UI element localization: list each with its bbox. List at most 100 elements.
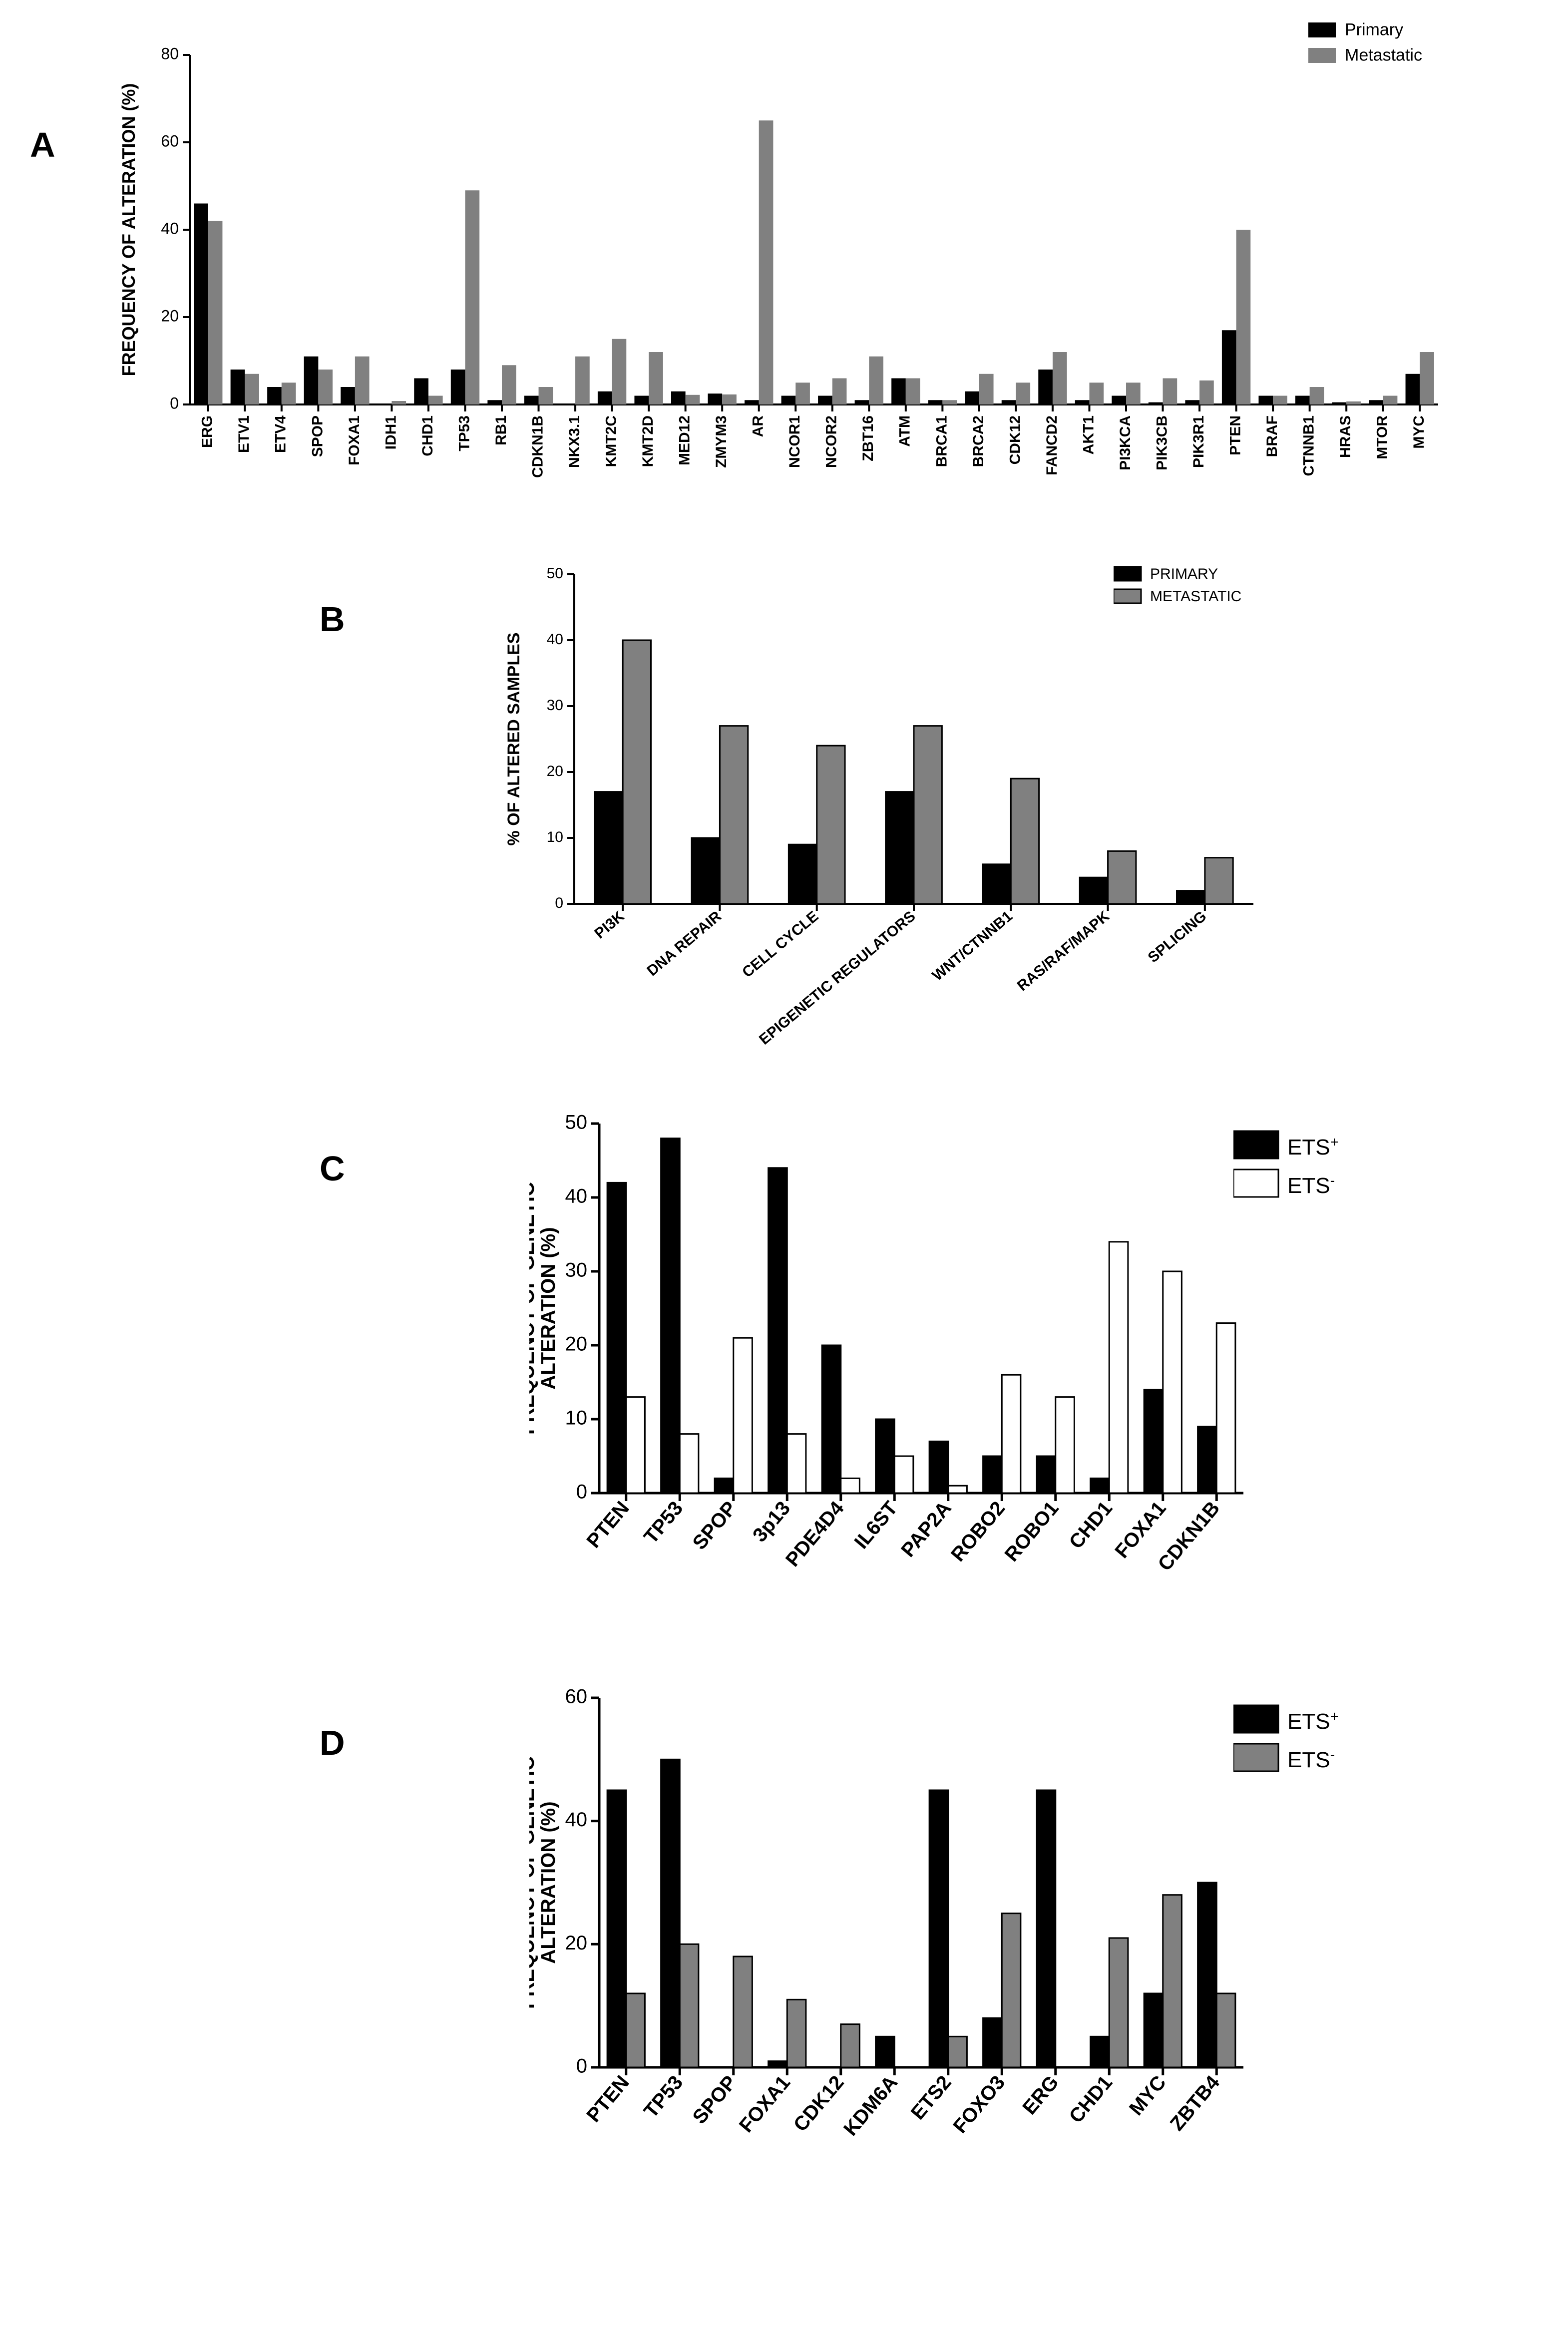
legend-d: ETS+ETS- [1233, 1703, 1493, 1785]
svg-text:PI3KCA: PI3KCA [1117, 415, 1134, 470]
svg-text:MYC: MYC [1125, 2071, 1171, 2119]
panel-label-a: A [30, 125, 55, 165]
svg-text:FREQUENCY OF GENETICALTERATION: FREQUENCY OF GENETICALTERATION (%) [529, 1756, 559, 2009]
svg-text:30: 30 [547, 697, 563, 714]
svg-text:NCOR2: NCOR2 [823, 415, 840, 468]
svg-text:50: 50 [547, 565, 563, 582]
svg-text:NCOR1: NCOR1 [786, 415, 803, 468]
svg-text:RB1: RB1 [493, 415, 509, 445]
svg-text:20: 20 [161, 307, 179, 325]
svg-text:0: 0 [576, 2055, 587, 2077]
svg-text:HRAS: HRAS [1337, 415, 1354, 458]
legend-c: ETS+ ETS- [1233, 1129, 1493, 1210]
svg-text:FOXA1: FOXA1 [735, 2071, 794, 2136]
svg-text:ERG: ERG [199, 415, 216, 448]
svg-text:40: 40 [565, 1185, 588, 1207]
svg-text:RAS/RAF/MAPK: RAS/RAF/MAPK [1014, 908, 1113, 994]
svg-text:ETS2: ETS2 [907, 2071, 956, 2124]
svg-text:10: 10 [547, 829, 563, 845]
svg-text:0: 0 [170, 394, 179, 412]
svg-text:MYC: MYC [1411, 415, 1427, 449]
svg-text:CHD1: CHD1 [1065, 1497, 1117, 1553]
chart-d: 0 20 40 60 FREQUENCY OF GENETICALTERATION (%… [529, 1688, 1253, 2217]
svg-text:ROBO1: ROBO1 [1001, 1497, 1063, 1565]
svg-text:NKX3.1: NKX3.1 [566, 415, 583, 468]
svg-text:AR: AR [750, 415, 767, 437]
svg-text:PI3K: PI3K [591, 908, 628, 942]
svg-text:KDM6A: KDM6A [839, 2071, 902, 2140]
svg-text:MED12: MED12 [677, 415, 693, 465]
svg-text:3p13: 3p13 [749, 1497, 794, 1546]
svg-text:PRIMARY: PRIMARY [1150, 566, 1218, 582]
svg-text:20: 20 [565, 1333, 588, 1355]
svg-text:10: 10 [565, 1407, 588, 1429]
svg-text:ETS+: ETS+ [1287, 1134, 1339, 1159]
svg-text:SPOP: SPOP [689, 2071, 741, 2128]
svg-text:50: 50 [565, 1114, 588, 1134]
panel-label-d: D [320, 1723, 345, 1763]
svg-text:SPLICING: SPLICING [1145, 908, 1210, 966]
svg-text:WNT/CTNNB1: WNT/CTNNB1 [929, 908, 1016, 984]
svg-text:80: 80 [161, 45, 179, 62]
svg-text:IL6ST: IL6ST [850, 1497, 902, 1553]
svg-text:0: 0 [576, 1481, 587, 1503]
svg-text:20: 20 [547, 763, 563, 779]
svg-text:TP53: TP53 [456, 415, 472, 451]
svg-text:40: 40 [161, 219, 179, 237]
svg-text:40: 40 [565, 1809, 588, 1831]
svg-text:ETV1: ETV1 [236, 415, 252, 453]
figure-page: A B C D 020406080FREQUENCY OF ALTERATION… [0, 0, 1568, 2332]
svg-text:Metastatic: Metastatic [1345, 46, 1422, 65]
chart-a: 0 20 40 60 80 FREQUENCY OF ALTERATION (%) ERG E… [120, 45, 1448, 534]
svg-text:FREQUENCY OF ALTERATION (%): FREQUENCY OF ALTERATION (%) [120, 83, 139, 377]
svg-text:% OF ALTERED SAMPLES: % OF ALTERED SAMPLES [504, 633, 523, 846]
svg-text:BRAF: BRAF [1264, 415, 1280, 457]
svg-text:FOXA1: FOXA1 [346, 415, 363, 465]
svg-text:IDH1: IDH1 [383, 415, 399, 449]
legend-a: PrimaryMetastatic [1308, 20, 1568, 76]
svg-text:PTEN: PTEN [582, 2071, 633, 2126]
svg-text:PDE4D4: PDE4D4 [782, 1497, 848, 1571]
svg-text:CDKN1B: CDKN1B [529, 415, 546, 478]
grouped-bar-svg: 01020304050% OF ALTERED SAMPLESPI3KDNA R… [504, 564, 1263, 1054]
svg-text:ZBT16: ZBT16 [860, 415, 876, 461]
svg-text:PTEN: PTEN [1227, 415, 1244, 455]
grouped-bar-svg: 01020304050FREQUENCY OF GENETICALTERATIO… [529, 1114, 1253, 1643]
svg-text:MTOR: MTOR [1374, 415, 1391, 459]
svg-text:CHD1: CHD1 [419, 415, 436, 456]
svg-text:PTEN: PTEN [582, 1497, 633, 1552]
svg-text:CTNNB1: CTNNB1 [1301, 415, 1317, 476]
svg-text:ERG: ERG [1018, 2071, 1063, 2119]
svg-text:60: 60 [161, 132, 179, 150]
svg-text:TP53: TP53 [640, 2071, 687, 2122]
legend-b: PRIMARY METASTATIC [1114, 564, 1373, 614]
svg-text:CHD1: CHD1 [1065, 2071, 1117, 2127]
chart-b: 01020304050% OF ALTERED SAMPLESPI3KDNA R… [504, 564, 1263, 1054]
svg-text:EPIGENETIC REGULATORS: EPIGENETIC REGULATORS [756, 908, 919, 1048]
svg-text:20: 20 [565, 1932, 588, 1954]
svg-text:AKT1: AKT1 [1080, 415, 1097, 454]
svg-text:PIK3CB: PIK3CB [1154, 415, 1170, 470]
svg-text:SPOP: SPOP [309, 415, 326, 457]
svg-text:ETS+: ETS+ [1287, 1708, 1339, 1733]
svg-text:KMT2D: KMT2D [640, 415, 656, 467]
svg-text:CELL CYCLE: CELL CYCLE [739, 908, 821, 981]
chart-c: 01020304050FREQUENCY OF GENETICALTERATIO… [529, 1114, 1253, 1643]
svg-text:METASTATIC: METASTATIC [1150, 588, 1241, 605]
svg-text:SPOP: SPOP [689, 1497, 741, 1554]
svg-text:CDK12: CDK12 [1007, 415, 1023, 464]
svg-text:ZBTB4: ZBTB4 [1166, 2071, 1224, 2135]
svg-text:FOXO3: FOXO3 [949, 2071, 1009, 2137]
grouped-bar-svg: 0 20 40 60 80 FREQUENCY OF ALTERATION (%) ERG E… [120, 45, 1448, 534]
svg-text:DNA REPAIR: DNA REPAIR [644, 908, 725, 979]
svg-text:0: 0 [555, 895, 563, 911]
svg-text:ATM: ATM [897, 415, 913, 447]
svg-text:ROBO2: ROBO2 [947, 1497, 1009, 1565]
svg-text:KMT2C: KMT2C [603, 415, 620, 467]
svg-text:ETS-: ETS- [1287, 1172, 1335, 1197]
svg-text:PIK3R1: PIK3R1 [1190, 415, 1207, 468]
svg-text:BRCA1: BRCA1 [933, 415, 950, 467]
svg-text:60: 60 [565, 1688, 588, 1708]
svg-text:ZMYM3: ZMYM3 [713, 415, 730, 468]
svg-text:ETV4: ETV4 [273, 415, 289, 453]
